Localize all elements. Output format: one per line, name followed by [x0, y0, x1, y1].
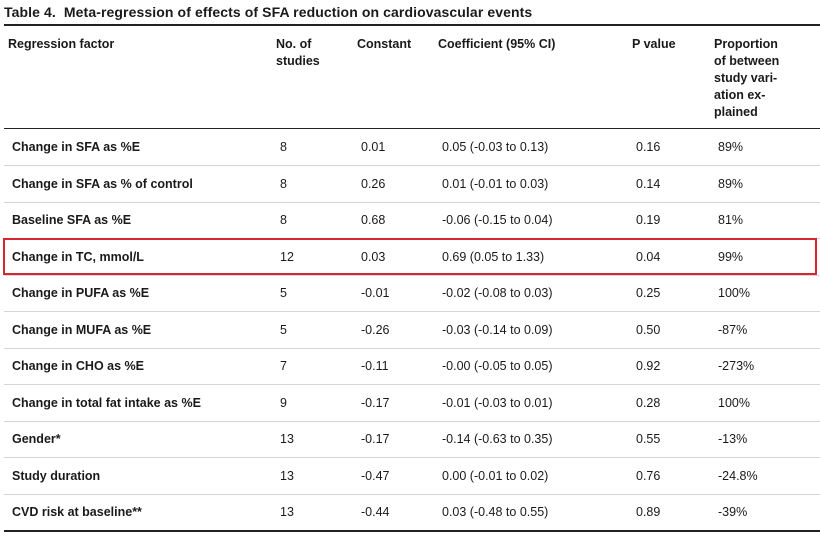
- table-row: Baseline SFA as %E 8 0.68 -0.06 (-0.15 to 0…: [4, 202, 820, 239]
- cell-coefficient: -0.00 (-0.05 to 0.05): [442, 359, 553, 373]
- cell-coefficient: 0.01 (-0.01 to 0.03): [442, 176, 549, 191]
- cell-studies: 13: [280, 468, 294, 483]
- table-row: Gender* 13 -0.17 -0.14 (-0.63 to 0.35) 0.55 -…: [4, 421, 820, 458]
- cell-coefficient: -0.01 (-0.03 to 0.01): [442, 395, 553, 410]
- cell-coefficient: 0.05 (-0.03 to 0.13): [442, 140, 549, 154]
- cell-studies: 9: [280, 395, 287, 410]
- cell-studies: 12: [280, 249, 294, 264]
- cell-factor: Baseline SFA as %E: [12, 213, 132, 227]
- cell-proportion: -39%: [718, 505, 748, 519]
- cell-proportion: 100%: [718, 395, 750, 410]
- top-rule: [4, 24, 820, 26]
- cell-factor: Change in MUFA as %E: [12, 322, 152, 337]
- cell-p-value: 0.76: [636, 468, 661, 483]
- cell-proportion: -273%: [718, 359, 755, 373]
- cell-studies: 5: [280, 286, 287, 300]
- cell-constant: -0.11: [361, 359, 389, 373]
- cell-studies: 8: [280, 213, 287, 227]
- header-no-of-studies: No. of studies: [276, 37, 320, 68]
- cell-factor: Gender*: [12, 432, 61, 446]
- cell-proportion: 89%: [718, 176, 744, 191]
- cell-factor: Change in CHO as %E: [12, 359, 144, 373]
- cell-proportion: 100%: [718, 286, 750, 300]
- cell-coefficient: 0.69 (0.05 to 1.33): [442, 249, 545, 264]
- cell-proportion: -13%: [718, 432, 748, 446]
- cell-proportion: 89%: [718, 140, 744, 154]
- cell-coefficient: -0.14 (-0.63 to 0.35): [442, 432, 553, 446]
- table-caption: Table 4. Meta-regression of effects of SF…: [4, 4, 532, 20]
- cell-proportion: -87%: [718, 322, 748, 337]
- table-number: Table 4.: [4, 4, 56, 20]
- cell-factor: Change in SFA as %E: [12, 140, 141, 154]
- cell-studies: 13: [280, 432, 294, 446]
- table-row: Change in SFA as %E 8 0.01 0.05 (-0.03 to 0…: [4, 129, 820, 166]
- cell-factor: Change in SFA as % of control: [12, 176, 193, 191]
- cell-constant: -0.17: [361, 395, 390, 410]
- cell-coefficient: -0.06 (-0.15 to 0.04): [442, 213, 553, 227]
- cell-constant: 0.26: [361, 176, 386, 191]
- header-p-value: P value: [632, 37, 676, 51]
- header-regression-factor: Regression factor: [8, 37, 115, 51]
- cell-constant: -0.01: [361, 286, 390, 300]
- cell-p-value: 0.89: [636, 505, 661, 519]
- table-title: Meta-regression of effects of SFA reduct…: [63, 4, 533, 20]
- table-row: Study duration 13 -0.47 0.00 (-0.01 to 0.02…: [4, 458, 820, 495]
- cell-studies: 8: [280, 176, 287, 191]
- cell-factor: Change in TC, mmol/L: [12, 249, 144, 264]
- cell-constant: 0.03: [361, 249, 386, 264]
- table-row: Change in total fat intake as %E 9 -0.17 -0…: [4, 385, 820, 422]
- cell-p-value: 0.14: [636, 176, 661, 191]
- table-row: Change in CHO as %E 7 -0.11 -0.00 (-0.05 to…: [4, 348, 820, 385]
- header-coefficient: Coefficient (95% CI): [438, 37, 556, 51]
- cell-constant: -0.44: [361, 505, 390, 519]
- cell-p-value: 0.50: [636, 322, 661, 337]
- cell-factor: Study duration: [12, 468, 101, 483]
- header-proportion-explained: Proportion of between study vari- ation …: [714, 37, 780, 119]
- cell-coefficient: -0.02 (-0.08 to 0.03): [442, 286, 553, 300]
- cell-proportion: -24.8%: [718, 468, 758, 483]
- cell-p-value: 0.04: [636, 249, 661, 264]
- table-header: Regression factor No. of studies Constan…: [0, 26, 820, 128]
- cell-coefficient: -0.03 (-0.14 to 0.09): [442, 322, 553, 337]
- cell-studies: 13: [280, 505, 294, 519]
- table-row: Change in MUFA as %E 5 -0.26 -0.03 (-0.14 t…: [4, 312, 820, 349]
- table-row: CVD risk at baseline** 13 -0.44 0.03 (-0.48…: [4, 494, 820, 532]
- cell-proportion: 99%: [718, 249, 744, 264]
- cell-p-value: 0.28: [636, 395, 661, 410]
- cell-studies: 8: [280, 140, 287, 154]
- cell-factor: Change in PUFA as %E: [12, 286, 150, 300]
- highlight-box: [3, 238, 817, 275]
- cell-p-value: 0.92: [636, 359, 661, 373]
- cell-constant: 0.68: [361, 213, 386, 227]
- cell-coefficient: 0.03 (-0.48 to 0.55): [442, 505, 549, 519]
- cell-factor: CVD risk at baseline**: [12, 505, 142, 519]
- cell-coefficient: 0.00 (-0.01 to 0.02): [442, 468, 549, 483]
- cell-studies: 7: [280, 359, 287, 373]
- cell-p-value: 0.16: [636, 140, 661, 154]
- table-row: Change in PUFA as %E 5 -0.01 -0.02 (-0.08 t…: [4, 275, 820, 312]
- table-row: Change in TC, mmol/L 12 0.03 0.69 (0.05 to …: [4, 239, 820, 276]
- cell-constant: 0.01: [361, 140, 386, 154]
- header-constant: Constant: [357, 37, 412, 51]
- cell-p-value: 0.19: [636, 213, 661, 227]
- cell-constant: -0.17: [361, 432, 390, 446]
- header-rule: [4, 128, 820, 129]
- cell-studies: 5: [280, 322, 287, 337]
- cell-p-value: 0.25: [636, 286, 661, 300]
- cell-proportion: 81%: [718, 213, 744, 227]
- cell-constant: -0.26: [361, 322, 390, 337]
- cell-constant: -0.47: [361, 468, 390, 483]
- cell-factor: Change in total fat intake as %E: [12, 395, 201, 410]
- table-row: Change in SFA as % of control 8 0.26 0.01 (…: [4, 166, 820, 203]
- cell-p-value: 0.55: [636, 432, 661, 446]
